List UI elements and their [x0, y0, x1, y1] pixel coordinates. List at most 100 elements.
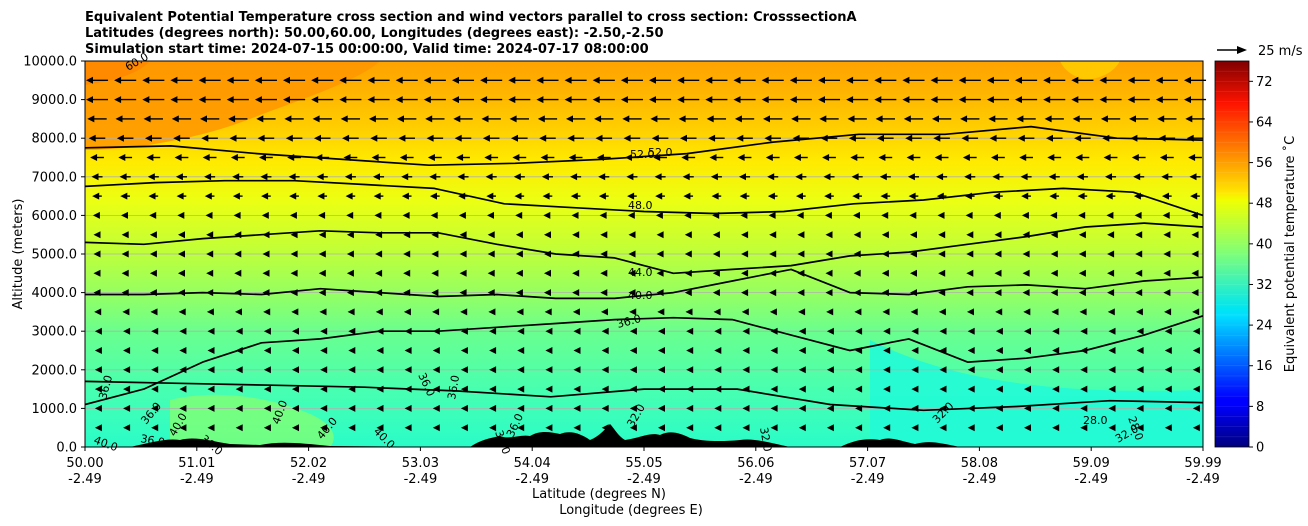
wind-vector-head: [656, 269, 664, 277]
quiver-key: 25 m/s: [1217, 44, 1303, 59]
wind-vector-head: [601, 404, 609, 412]
wind-vector-head: [629, 404, 637, 412]
wind-vector-head: [770, 424, 778, 432]
wind-vector-head: [798, 308, 806, 316]
wind-vector-head: [123, 404, 131, 412]
wind-vector-head: [543, 211, 551, 219]
x-tick-label-longitude: -2.49: [963, 472, 997, 487]
wind-vector-head: [629, 366, 637, 374]
wind-vector-head: [1134, 211, 1142, 219]
wind-vector-head: [291, 308, 299, 316]
wind-vector-head: [1136, 385, 1144, 393]
wind-vector-head: [595, 134, 603, 142]
wind-vector-head: [937, 211, 945, 219]
wind-vector-head: [1022, 269, 1030, 277]
wind-vector-head: [458, 192, 466, 200]
wind-vector-head: [820, 134, 828, 142]
wind-vector-head: [626, 173, 634, 181]
x-tick-label-longitude: -2.49: [292, 472, 326, 487]
wind-vector-head: [484, 154, 492, 161]
wind-vector-head: [767, 173, 775, 181]
colorbar: 0 8 16 24 32 40 48 56 64 72 Equivalent potential …: [1214, 60, 1298, 456]
wind-vector-head: [284, 115, 292, 123]
wind-vector-head: [910, 231, 917, 239]
x-tick-label-latitude: 52.02: [290, 456, 327, 471]
wind-vector-head: [179, 385, 187, 393]
wind-vector-head: [769, 250, 777, 258]
wind-vector-head: [823, 173, 831, 181]
wind-vector-head: [1107, 269, 1115, 277]
wind-vector-head: [1024, 385, 1031, 393]
x-tick-label-longitude: -2.49: [1074, 472, 1108, 487]
wind-vector-head: [1078, 289, 1086, 297]
wind-vector-head: [404, 327, 412, 335]
wind-vector-head: [682, 173, 690, 181]
wind-vector-head: [511, 134, 518, 142]
wind-vector-head: [178, 250, 185, 258]
wind-vector-head: [938, 308, 946, 316]
wind-vector-head: [908, 192, 916, 200]
wind-vector-head: [712, 250, 720, 258]
x-tick-label-latitude: 57.07: [849, 456, 886, 471]
wind-vector-head: [517, 366, 525, 374]
wind-vector-head: [346, 250, 354, 258]
wind-vector-head: [769, 289, 777, 297]
wind-vector-head: [261, 192, 269, 200]
wind-vector-head: [910, 289, 917, 297]
wind-vector-head: [1052, 424, 1060, 432]
wind-vector-head: [487, 269, 495, 277]
wind-vector-head: [855, 385, 863, 393]
wind-vector-head: [824, 192, 832, 200]
wind-vector-head: [564, 96, 572, 104]
wind-vector-head: [883, 424, 891, 432]
wind-vector-head: [459, 231, 467, 239]
wind-vector-head: [403, 289, 411, 297]
wind-vector-head: [460, 347, 468, 354]
wind-vector-head: [121, 269, 129, 277]
wind-vector-head: [596, 154, 604, 161]
wind-vector-head: [515, 269, 523, 277]
wind-vector-head: [452, 76, 459, 84]
wind-vector-head: [1017, 134, 1025, 142]
wind-vector-head: [798, 404, 806, 412]
x-tick-label-latitude: 59.09: [1073, 456, 1110, 471]
wind-vector-head: [348, 347, 356, 354]
wind-vector-head: [178, 289, 185, 297]
wind-vector-head: [205, 211, 213, 219]
wind-vector-head: [432, 366, 440, 374]
wind-vector-head: [797, 250, 805, 258]
x-tick-label-longitude: -2.49: [404, 472, 438, 487]
wind-vector-head: [824, 211, 832, 219]
wind-vector-head: [1131, 154, 1139, 161]
wind-vector-head: [684, 211, 692, 219]
wind-vector-head: [936, 173, 944, 181]
wind-vector-head: [1133, 173, 1141, 181]
wind-vector-head: [431, 250, 439, 258]
wind-vector-head: [1136, 347, 1144, 354]
wind-vector-head: [600, 269, 608, 277]
wind-vector-head: [452, 96, 459, 104]
x-tick-label-latitude: 55.05: [625, 456, 662, 471]
wind-vector-head: [283, 76, 290, 84]
wind-vector-head: [318, 250, 326, 258]
wind-vector-head: [206, 308, 214, 316]
wind-vector-head: [401, 192, 409, 200]
wind-vector-head: [395, 96, 403, 104]
wind-vector-head: [480, 96, 488, 104]
wind-vector-head: [404, 424, 412, 432]
chart-title-line-2: Latitudes (degrees north): 50.00,60.00, …: [85, 26, 664, 41]
wind-vector-head: [964, 173, 972, 181]
wind-vector-head: [855, 424, 863, 432]
wind-vector-head: [649, 76, 656, 84]
wind-vector-head: [649, 96, 656, 104]
wind-vector-head: [992, 173, 1000, 181]
wind-vector-head: [768, 211, 776, 219]
wind-vector-head: [318, 211, 326, 219]
wind-vector-head: [179, 366, 187, 374]
wind-vector-head: [149, 211, 157, 219]
wind-vector-head: [142, 76, 150, 84]
wind-vector-head: [1163, 269, 1171, 277]
colorbar-tick-label: 64: [1256, 115, 1273, 130]
wind-vector-head: [1108, 347, 1116, 354]
